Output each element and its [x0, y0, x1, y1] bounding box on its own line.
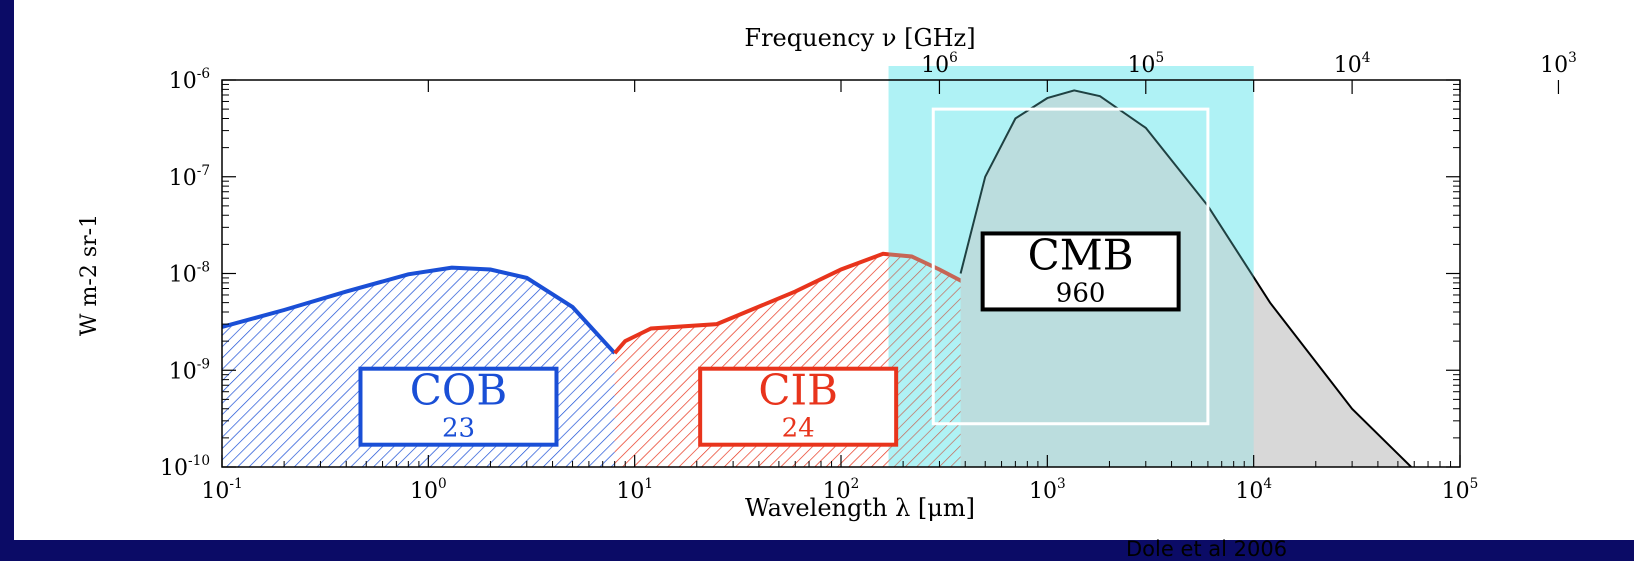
label-box-name: CMB: [1028, 230, 1134, 279]
sed-chart: 10-1 100 101 102 103 104 105 10-6 10-7 10-8 10-9 10…: [77, 24, 1577, 522]
x-tick-label: 100: [410, 476, 447, 504]
label-box-frame: [980, 231, 1181, 312]
x2-tick-label: 106: [921, 50, 958, 78]
label-box-value: 960: [1056, 278, 1106, 308]
label-box-frame: [698, 366, 899, 447]
label-box-name: CIB: [758, 366, 838, 415]
y-tick-label: 10-7: [169, 163, 210, 191]
x-axis-label: Wavelength λ [μm]: [745, 494, 975, 522]
x-tick-label: 104: [1235, 476, 1272, 504]
x2-tick-label: 105: [1127, 50, 1164, 78]
series-fill-cmb: [960, 90, 1412, 467]
y-tick-label: 10-6: [169, 66, 210, 94]
label-box-value: 24: [782, 414, 815, 444]
label-box-frame: [358, 366, 559, 447]
x-tick-label: 102: [823, 476, 860, 504]
x-tick-label: 101: [616, 476, 653, 504]
x-tick-label: 105: [1442, 476, 1479, 504]
x2-tick-label: 104: [1334, 50, 1371, 78]
highlight-inner-frame: [931, 107, 1210, 426]
x2-axis-label: Frequency ν [GHz]: [744, 24, 975, 52]
label-box-name: COB: [410, 366, 507, 415]
x2-tick-label: 103: [1540, 50, 1577, 78]
y-tick-label: 10-10: [160, 453, 210, 481]
y-axis-label: W m-2 sr-1: [77, 214, 102, 336]
x-tick-label: 103: [1029, 476, 1066, 504]
x-tick-label: 10-1: [201, 476, 242, 504]
credit-text: Dole et al 2006: [1126, 537, 1288, 561]
figure-panel: 10-1 100 101 102 103 104 105 10-6 10-7 10-8 10-9 10…: [14, 0, 1634, 561]
series-line-cob: [222, 265, 617, 355]
y-tick-label: 10-8: [169, 260, 210, 288]
y-tick-label: 10-9: [169, 356, 210, 384]
label-box-value: 23: [442, 414, 475, 444]
series-line-cmb: [959, 89, 1412, 467]
